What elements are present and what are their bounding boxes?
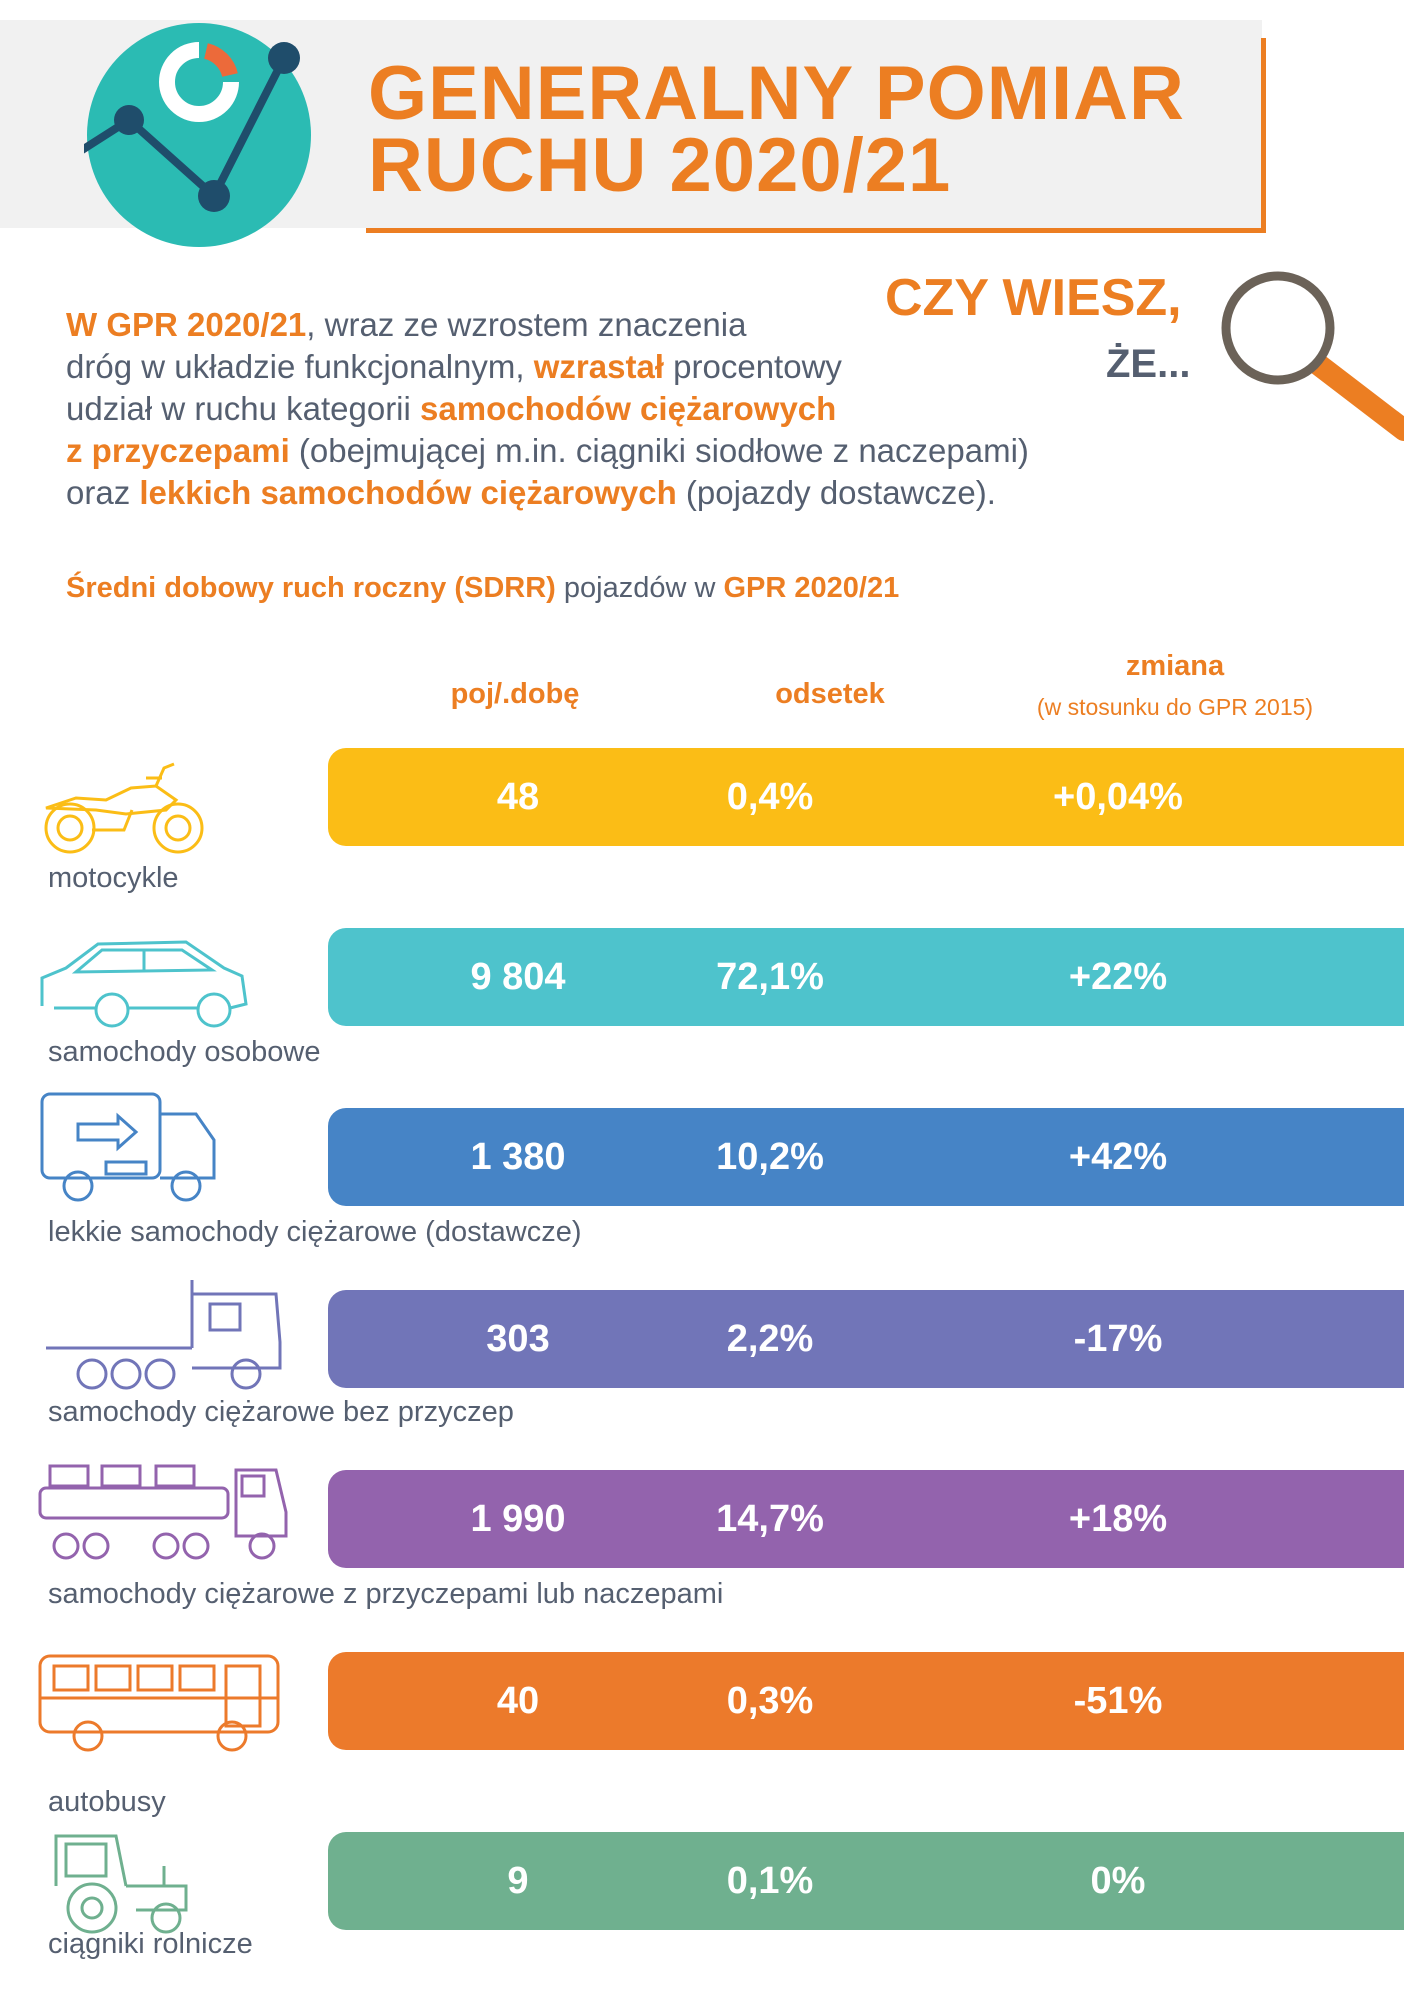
share-value: 2,2% xyxy=(726,1318,814,1360)
intro-text: oraz xyxy=(66,474,140,511)
bus-icon xyxy=(38,1654,280,1752)
vehicle-row-buses: 40 0,3% -51% xyxy=(328,1652,1404,1750)
intro-text: (obejmującej m.in. ciągniki siodłowe z n… xyxy=(289,432,1029,469)
intro-highlight: W GPR 2020/21 xyxy=(66,306,307,343)
vehicle-row-motorcycles: 48 0,4% +0,04% xyxy=(328,748,1404,846)
column-header-change-note: (w stosunku do GPR 2015) xyxy=(1036,694,1314,720)
intro-text: (pojazdy dostawcze). xyxy=(676,474,996,511)
page-title-line-2: RUCHU 2020/21 xyxy=(368,123,952,208)
change-value: -17% xyxy=(1073,1318,1163,1360)
intro-text: procentowy xyxy=(663,348,842,385)
table-subtitle: Średni dobowy ruch roczny (SDRR) pojazdó… xyxy=(66,572,899,605)
row-label: samochody ciężarowe z przyczepami lub na… xyxy=(48,1578,724,1610)
intro-text: dróg w układzie funkcjonalnym, xyxy=(66,348,534,385)
per-day-value: 9 804 xyxy=(470,956,566,998)
share-value: 0,3% xyxy=(726,1680,814,1722)
row-label: samochody osobowe xyxy=(48,1036,321,1068)
vehicle-row-light-trucks: 1 380 10,2% +42% xyxy=(328,1108,1404,1206)
row-label: lekkie samochody ciężarowe (dostawcze) xyxy=(48,1216,582,1248)
share-value: 14,7% xyxy=(716,1498,824,1540)
change-value: +0,04% xyxy=(1053,776,1183,818)
vehicle-row-tractors: 9 0,1% 0% xyxy=(328,1832,1404,1930)
per-day-value: 9 xyxy=(507,1860,529,1902)
header-frame xyxy=(366,38,1266,233)
share-value: 72,1% xyxy=(716,956,824,998)
row-label: autobusy xyxy=(48,1786,166,1818)
column-header-per-day: poj/.dobę xyxy=(450,678,580,710)
intro-line: z przyczepami (obejmującej m.in. ciągnik… xyxy=(66,430,1236,472)
intro-highlight: wzrastał xyxy=(533,348,664,385)
intro-text: udział w ruchu kategorii xyxy=(66,390,421,427)
subtitle-highlight: GPR 2020/21 xyxy=(723,572,900,604)
per-day-value: 303 xyxy=(486,1318,550,1360)
vehicle-row-trucks: 303 2,2% -17% xyxy=(328,1290,1404,1388)
delivery-truck-icon xyxy=(40,1092,216,1202)
intro-line: dróg w układzie funkcjonalnym, wzrastał … xyxy=(66,346,1236,388)
intro-line: W GPR 2020/21, wraz ze wzrostem znaczeni… xyxy=(66,304,1236,346)
car-icon xyxy=(40,940,248,1028)
vehicle-row-cars: 9 804 72,1% +22% xyxy=(328,928,1404,1026)
column-header-share: odsetek xyxy=(775,678,885,710)
did-you-know-subheading: ŻE... xyxy=(1106,342,1191,386)
intro-line: udział w ruchu kategorii samochodów cięż… xyxy=(66,388,1236,430)
page-title-line-1: GENERALNY POMIAR xyxy=(368,51,1185,136)
per-day-value: 1 990 xyxy=(470,1498,566,1540)
traffic-chart-logo-icon xyxy=(84,23,311,247)
change-value: +18% xyxy=(1068,1498,1168,1540)
change-value: +22% xyxy=(1068,956,1168,998)
intro-highlight: z przyczepami xyxy=(66,432,290,469)
subtitle-text: pojazdów w xyxy=(555,572,724,604)
intro-highlight: samochodów ciężarowych xyxy=(420,390,837,427)
per-day-value: 40 xyxy=(496,1680,540,1722)
magnifier-icon xyxy=(1221,271,1404,441)
intro-text: , wraz ze wzrostem znaczenia xyxy=(306,306,747,343)
row-label: ciągniki rolnicze xyxy=(48,1928,253,1960)
change-value: -51% xyxy=(1073,1680,1163,1722)
row-label: samochody ciężarowe bez przyczep xyxy=(48,1396,514,1428)
intro-line: oraz lekkich samochodów ciężarowych (poj… xyxy=(66,472,1236,514)
per-day-value: 1 380 xyxy=(470,1136,566,1178)
change-value: +42% xyxy=(1068,1136,1168,1178)
per-day-value: 48 xyxy=(496,776,540,818)
intro-highlight: lekkich samochodów ciężarowych xyxy=(139,474,677,511)
share-value: 0,1% xyxy=(726,1860,814,1902)
subtitle-highlight: Średni dobowy ruch roczny (SDRR) xyxy=(66,572,556,604)
change-value: 0% xyxy=(1090,1860,1146,1902)
motorcycle-icon xyxy=(44,762,204,854)
column-header-change: zmiana xyxy=(1125,650,1225,682)
share-value: 10,2% xyxy=(716,1136,824,1178)
tractor-icon xyxy=(54,1834,188,1934)
truck-trailer-icon xyxy=(38,1464,288,1560)
vehicle-row-trucks-with-trailers: 1 990 14,7% +18% xyxy=(328,1470,1404,1568)
share-value: 0,4% xyxy=(726,776,814,818)
row-label: motocykle xyxy=(48,862,179,894)
did-you-know-heading: CZY WIESZ, xyxy=(885,269,1182,327)
intro-paragraph: W GPR 2020/21, wraz ze wzrostem znaczeni… xyxy=(66,304,1236,514)
truck-icon xyxy=(46,1280,282,1390)
